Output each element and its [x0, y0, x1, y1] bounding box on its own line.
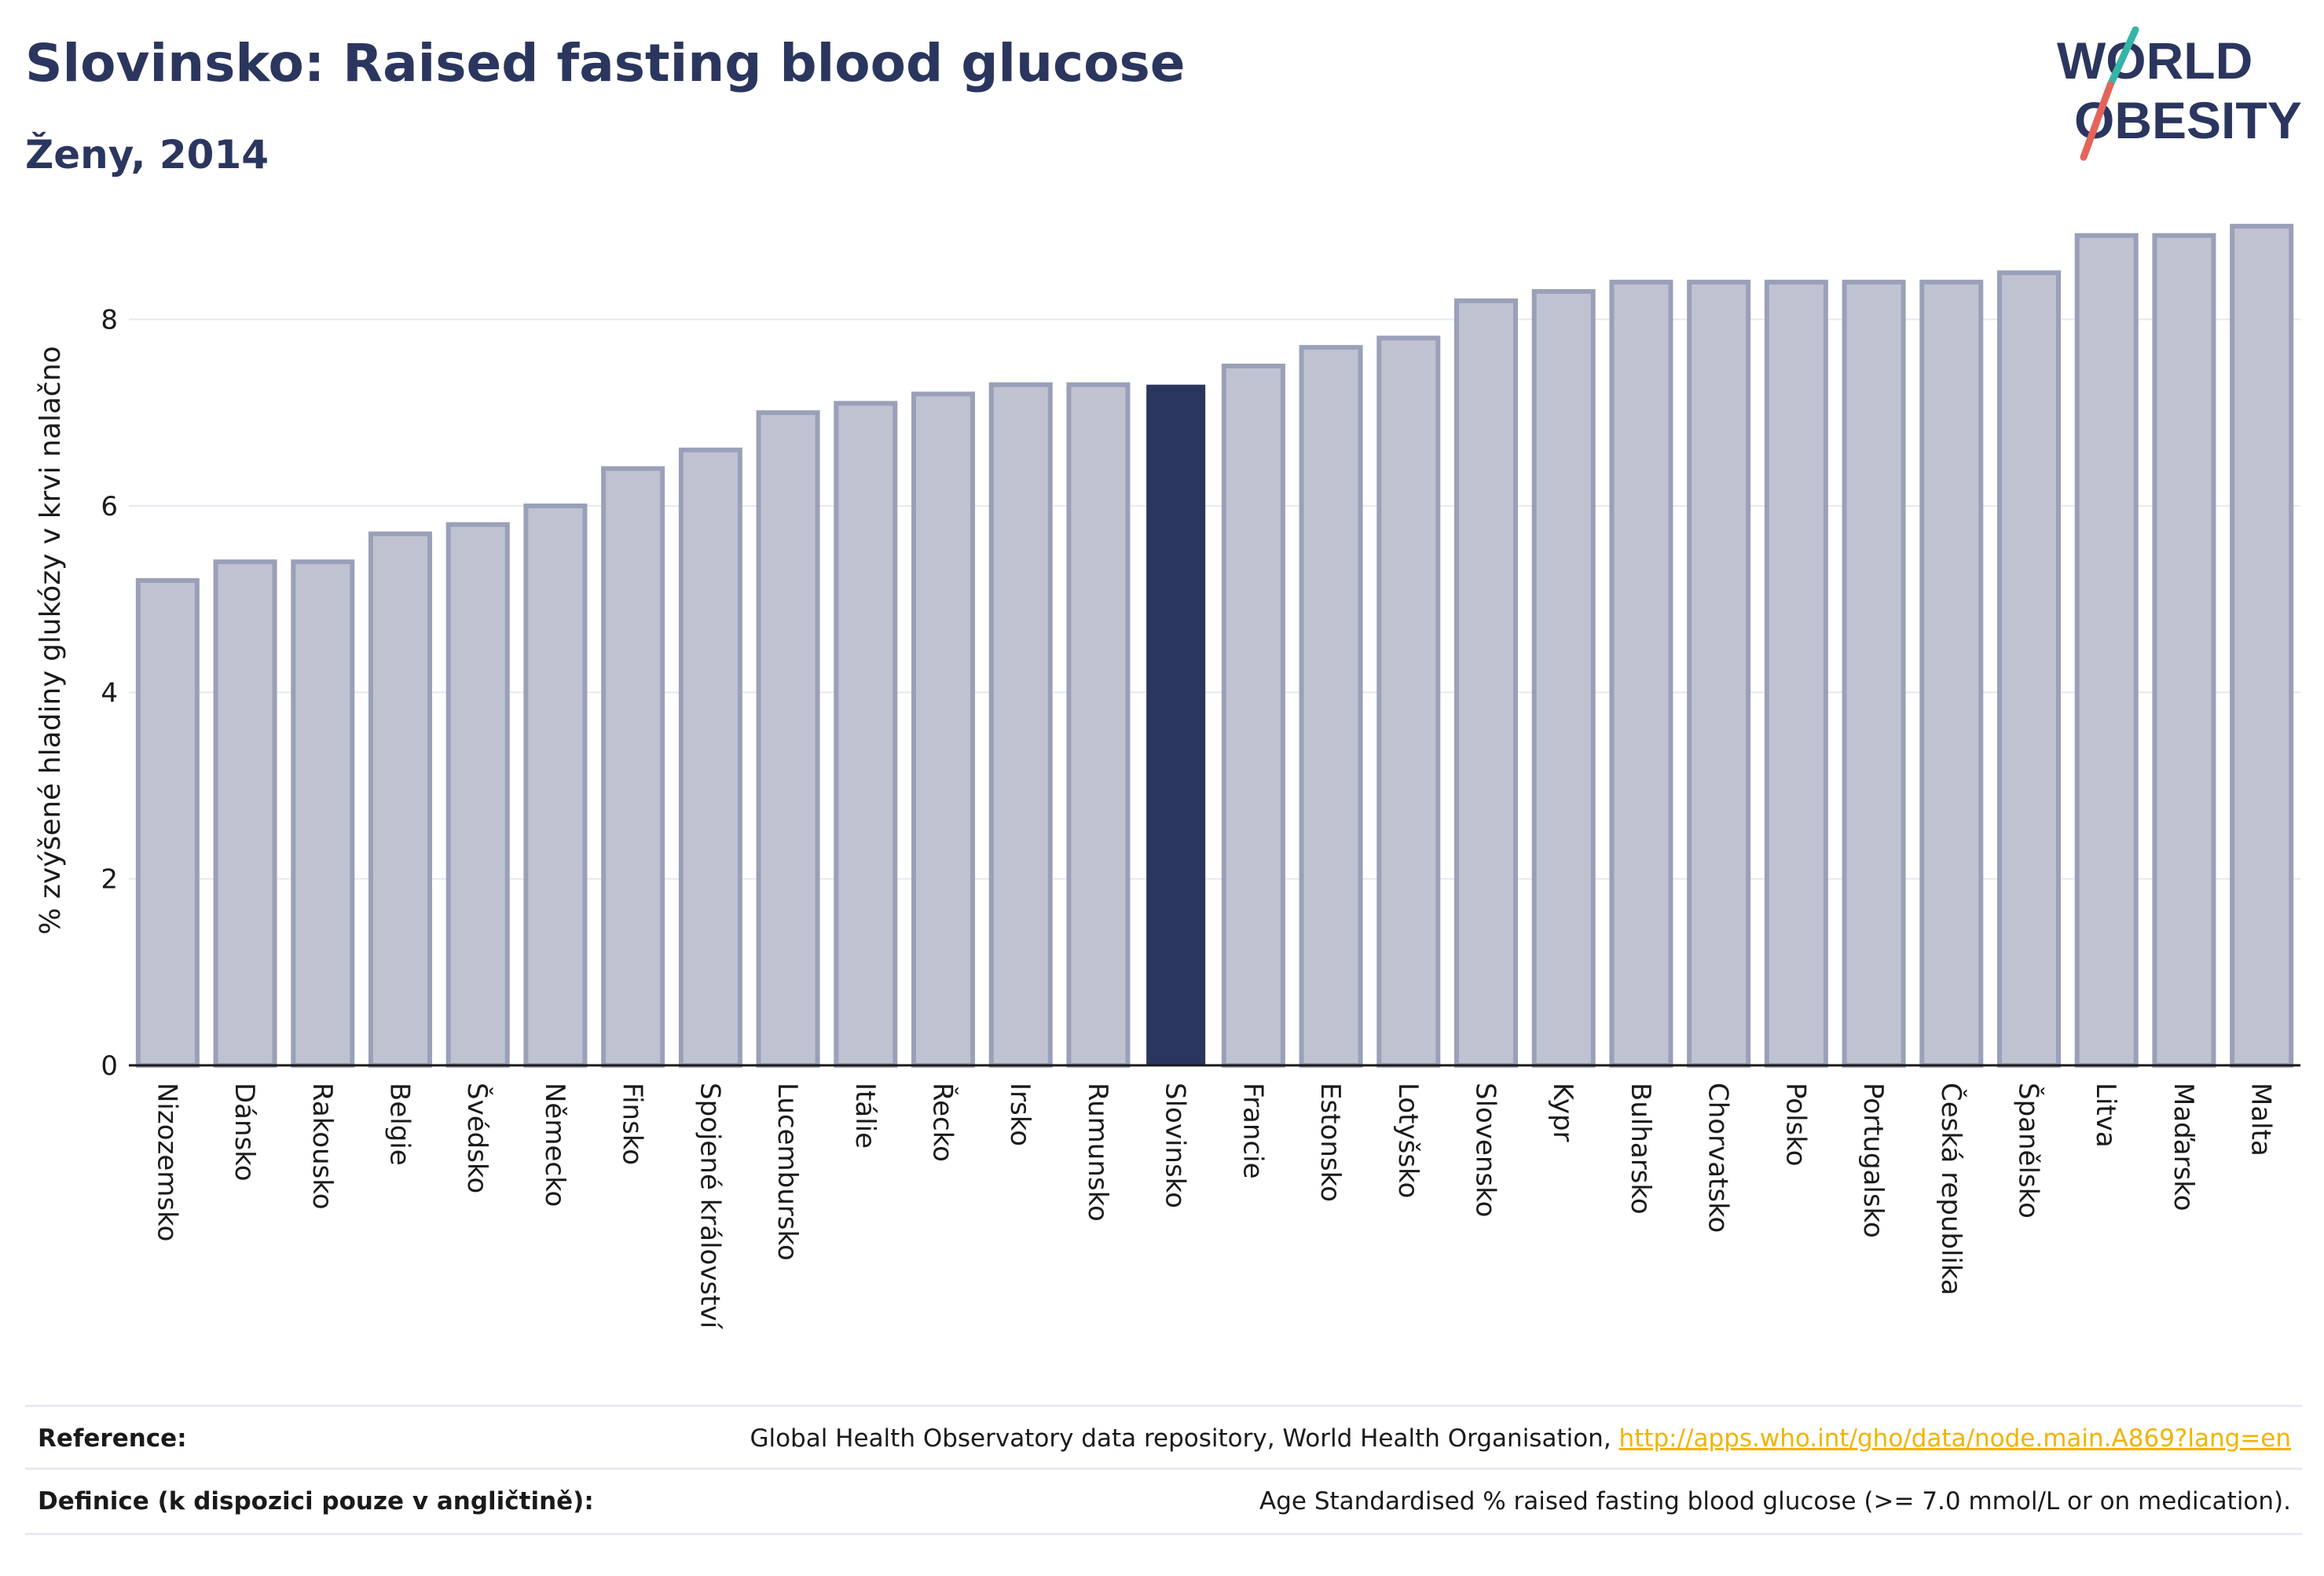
bar — [1919, 280, 1984, 1068]
chart-subtitle: Ženy, 2014 — [25, 132, 269, 178]
bar — [678, 447, 742, 1068]
x-tick-label: Irsko — [1004, 1083, 1036, 1146]
y-tick-label: 2 — [101, 864, 118, 896]
bars — [135, 223, 2294, 1068]
bar — [1066, 382, 1131, 1068]
bar — [834, 401, 898, 1068]
bar — [988, 382, 1053, 1068]
logo-red-slash — [2080, 81, 2114, 161]
x-tick-label: Finsko — [617, 1083, 648, 1165]
x-tick-label: Malta — [2245, 1083, 2277, 1156]
x-tick-label: Itálie — [849, 1083, 881, 1149]
definition-value: Age Standardised % raised fasting blood … — [1259, 1487, 2291, 1516]
bar — [1453, 298, 1519, 1068]
world-obesity-logo: WORLD OBESITY — [2057, 26, 2302, 161]
x-tick-label: Lotyšsko — [1392, 1083, 1424, 1198]
y-axis-label: % zvýšené hladiny glukózy v krvi nalačno — [35, 346, 67, 934]
x-tick-label: Nizozemsko — [151, 1083, 182, 1241]
x-tick-label: Portugalsko — [1857, 1083, 1889, 1238]
y-tick-label: 6 — [101, 491, 118, 522]
reference-row: Reference: Global Health Observatory dat… — [25, 1405, 2302, 1470]
reference-text: Global Health Observatory data repositor… — [750, 1424, 1619, 1453]
bar — [2152, 233, 2216, 1068]
definition-label: Definice (k dispozici pouze v angličtině… — [38, 1487, 594, 1516]
bar — [213, 559, 277, 1068]
definition-row: Definice (k dispozici pouze v angličtině… — [25, 1468, 2302, 1535]
x-tick-label: Španělsko — [2013, 1083, 2045, 1219]
bar — [601, 466, 665, 1068]
bar — [2074, 233, 2139, 1068]
logo-text-obesity: OBESITY — [2074, 91, 2302, 149]
x-tick-label: Švédsko — [461, 1083, 493, 1193]
y-tick-label: 0 — [101, 1050, 118, 1082]
bar — [1842, 280, 1906, 1068]
bar — [291, 559, 355, 1068]
x-tick-label: Dánsko — [229, 1083, 260, 1182]
reference-value: Global Health Observatory data repositor… — [750, 1424, 2291, 1453]
x-tick-label: Kypr — [1547, 1083, 1578, 1142]
x-tick-label: Belgie — [384, 1083, 416, 1166]
bar — [523, 503, 588, 1068]
x-tick-label: Maďarsko — [2168, 1083, 2199, 1211]
logo-text-world: WORLD — [2057, 31, 2253, 90]
bar — [1299, 345, 1363, 1068]
x-tick-label: Rakousko — [306, 1083, 338, 1210]
bar — [1531, 288, 1596, 1068]
x-tick-label: Estonsko — [1314, 1083, 1346, 1202]
x-tick-label: Chorvatsko — [1703, 1083, 1734, 1233]
bar-highlighted — [1146, 384, 1206, 1066]
x-tick-label: Lucembursko — [772, 1083, 803, 1261]
axes: 0 2 4 6 8 Nizozemsko Dánsko Rakousko Belgie Švéds… — [101, 305, 2300, 1330]
x-tick-label: Polsko — [1780, 1083, 1811, 1167]
bar — [1221, 363, 1285, 1068]
x-tick-label: Bulharsko — [1625, 1083, 1656, 1215]
bar — [2230, 223, 2294, 1068]
bar — [1609, 280, 1673, 1068]
bar-chart: 0 2 4 6 8 Nizozemsko Dánsko Rakousko Belgie Švéds… — [35, 223, 2300, 1330]
x-tick-label: Litva — [2090, 1083, 2121, 1148]
x-tick-label: Česká republika — [1935, 1083, 1967, 1296]
bar — [368, 531, 433, 1068]
bar — [756, 410, 820, 1068]
bar — [1764, 280, 1828, 1068]
x-tick-label: Německo — [539, 1083, 570, 1207]
bar — [1996, 270, 2062, 1068]
reference-link[interactable]: http://apps.who.int/gho/data/node.main.A… — [1618, 1424, 2291, 1453]
chart-title: Slovinsko: Raised fasting blood glucose — [25, 33, 1186, 93]
x-tick-label: Řecko — [927, 1083, 959, 1162]
bar — [911, 391, 976, 1068]
x-tick-label: Slovensko — [1470, 1083, 1501, 1217]
y-tick-label: 8 — [101, 305, 118, 336]
x-tick-label: Slovinsko — [1160, 1083, 1191, 1208]
x-tick-label: Spojené království — [694, 1083, 725, 1330]
bar — [445, 522, 510, 1068]
bar — [1687, 280, 1751, 1068]
reference-label: Reference: — [38, 1424, 187, 1453]
bar — [1376, 335, 1441, 1068]
logo-teal-slash — [2106, 26, 2139, 89]
x-tick-label: Rumunsko — [1082, 1083, 1113, 1222]
y-tick-label: 4 — [101, 677, 118, 709]
x-tick-label: Francie — [1237, 1083, 1268, 1179]
bar — [135, 577, 200, 1068]
